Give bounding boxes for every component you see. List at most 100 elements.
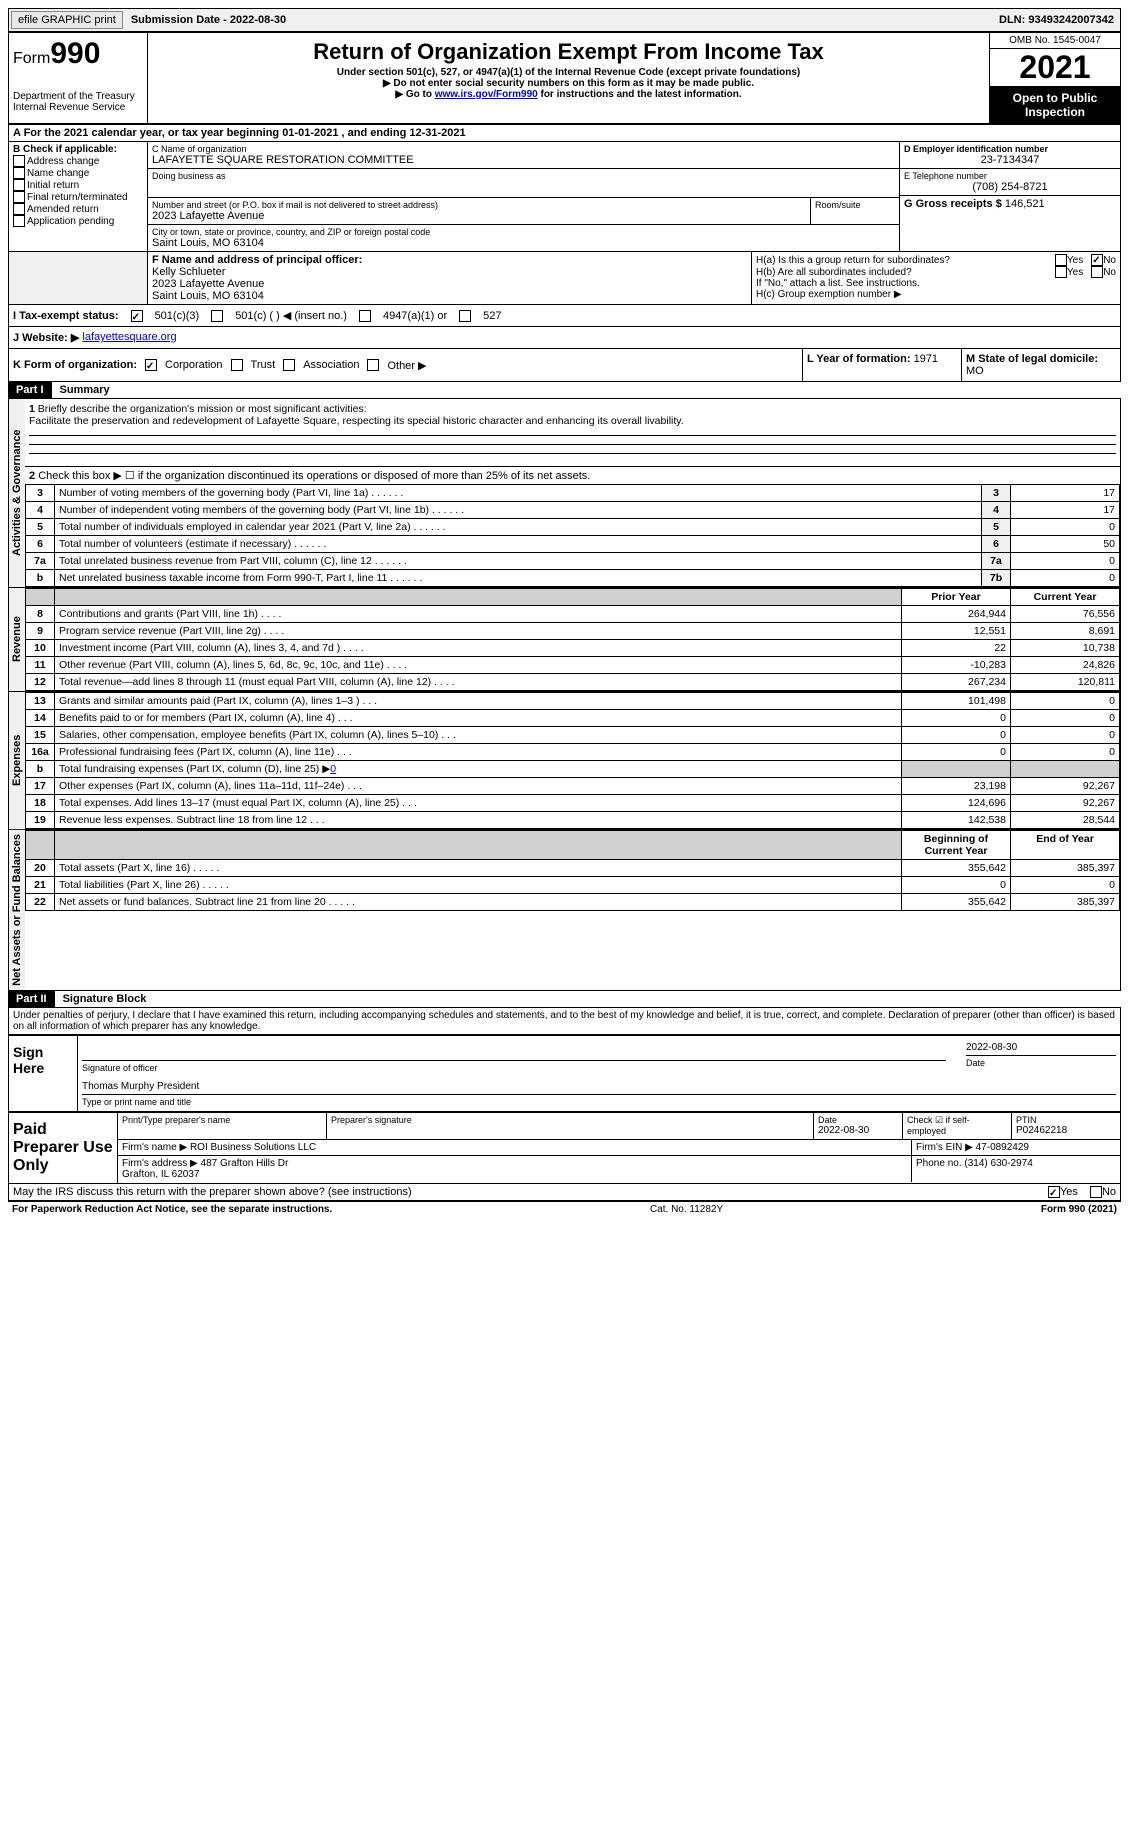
paid-preparer-block: Paid Preparer Use Only Print/Type prepar… xyxy=(8,1112,1121,1184)
table-netassets: Beginning of Current YearEnd of Year20To… xyxy=(25,830,1120,911)
name-title-label: Type or print name and title xyxy=(82,1097,1116,1107)
part1-header: Part I Summary xyxy=(8,382,1121,398)
table-row: 5Total number of individuals employed in… xyxy=(26,519,1120,536)
chk-corp[interactable] xyxy=(145,359,157,371)
street-label: Number and street (or P.O. box if mail i… xyxy=(152,200,806,210)
hb-no[interactable] xyxy=(1091,266,1103,278)
discuss-question: May the IRS discuss this return with the… xyxy=(13,1186,1048,1198)
c-name-label: C Name of organization xyxy=(152,144,895,154)
table-row: 11Other revenue (Part VIII, column (A), … xyxy=(26,657,1120,674)
sign-block: Sign Here Signature of officer 2022-08-3… xyxy=(8,1035,1121,1112)
firm-phone: (314) 630-2974 xyxy=(964,1158,1032,1169)
chk-address[interactable]: Address change xyxy=(13,155,143,167)
row-klm: K Form of organization: Corporation Trus… xyxy=(8,349,1121,382)
officer-name: Kelly Schlueter xyxy=(152,266,747,278)
col-h: H(a) Is this a group return for subordin… xyxy=(752,252,1120,304)
chk-amended[interactable]: Amended return xyxy=(13,203,143,215)
street: 2023 Lafayette Avenue xyxy=(152,210,806,222)
table-row: 4Number of independent voting members of… xyxy=(26,502,1120,519)
table-row: bNet unrelated business taxable income f… xyxy=(26,570,1120,587)
form-title: Return of Organization Exempt From Incom… xyxy=(152,39,985,65)
tax-year: 2021 xyxy=(990,49,1120,87)
part1-title: Summary xyxy=(52,382,1121,398)
chk-527[interactable] xyxy=(459,310,471,322)
chk-501c[interactable] xyxy=(211,310,223,322)
f-label: F Name and address of principal officer: xyxy=(152,254,747,266)
chk-pending[interactable]: Application pending xyxy=(13,215,143,227)
form-number: 990 xyxy=(50,37,100,70)
hb-yes[interactable] xyxy=(1055,266,1067,278)
chk-assoc[interactable] xyxy=(283,359,295,371)
chk-final[interactable]: Final return/terminated xyxy=(13,191,143,203)
chk-other[interactable] xyxy=(367,359,379,371)
ha-no[interactable] xyxy=(1091,254,1103,266)
i-label: I Tax-exempt status: xyxy=(13,310,119,322)
line1-label: Briefly describe the organization's miss… xyxy=(38,403,367,415)
part1-num: Part I xyxy=(8,382,52,398)
table-row: 7aTotal unrelated business revenue from … xyxy=(26,553,1120,570)
section-expenses: Expenses xyxy=(9,692,25,829)
firm-ein: 47-0892429 xyxy=(976,1142,1029,1153)
section-revenue: Revenue xyxy=(9,588,25,691)
pra-notice: For Paperwork Reduction Act Notice, see … xyxy=(12,1204,332,1215)
firm-name: ROI Business Solutions LLC xyxy=(190,1142,316,1153)
efile-print-button[interactable]: efile GRAPHIC print xyxy=(11,11,123,29)
row-a: A For the 2021 calendar year, or tax yea… xyxy=(8,124,1121,142)
city-label: City or town, state or province, country… xyxy=(152,227,895,237)
officer-city: Saint Louis, MO 63104 xyxy=(152,290,747,302)
d-label: D Employer identification number xyxy=(904,144,1116,154)
subtitle-3: ▶ Go to www.irs.gov/Form990 for instruct… xyxy=(152,89,985,100)
paid-label: Paid Preparer Use Only xyxy=(9,1113,118,1183)
irs-link[interactable]: www.irs.gov/Form990 xyxy=(435,89,538,100)
penalties-text: Under penalties of perjury, I declare th… xyxy=(8,1007,1121,1035)
discuss-yes[interactable] xyxy=(1048,1186,1060,1198)
discuss-no[interactable] xyxy=(1090,1186,1102,1198)
website-link[interactable]: lafayettesquare.org xyxy=(82,331,176,344)
chk-initial[interactable]: Initial return xyxy=(13,179,143,191)
table-governance: 3Number of voting members of the governi… xyxy=(25,484,1120,587)
table-row: 8Contributions and grants (Part VIII, li… xyxy=(26,606,1120,623)
chk-4947[interactable] xyxy=(359,310,371,322)
chk-501c3[interactable] xyxy=(131,310,143,322)
chk-trust[interactable] xyxy=(231,359,243,371)
line1-num: 1 xyxy=(29,403,35,415)
cat-no: Cat. No. 11282Y xyxy=(650,1204,723,1215)
dept-treasury: Department of the Treasury Internal Reve… xyxy=(13,91,143,113)
sign-here-label: Sign Here xyxy=(9,1036,78,1111)
ha-yes[interactable] xyxy=(1055,254,1067,266)
sig-date: 2022-08-30 xyxy=(966,1042,1116,1056)
ein: 23-7134347 xyxy=(904,154,1116,166)
section-netassets: Net Assets or Fund Balances xyxy=(9,830,25,990)
hc-label: H(c) Group exemption number ▶ xyxy=(756,289,1116,300)
dba-label: Doing business as xyxy=(152,171,895,181)
part2-num: Part II xyxy=(8,991,55,1007)
table-row: 20Total assets (Part X, line 16) . . . .… xyxy=(26,860,1120,877)
table-row: 9Program service revenue (Part VIII, lin… xyxy=(26,623,1120,640)
table-row: 22Net assets or fund balances. Subtract … xyxy=(26,894,1120,911)
part2-header: Part II Signature Block xyxy=(8,991,1121,1007)
submission-date: Submission Date - 2022-08-30 xyxy=(131,14,286,26)
title-block: Form990 Department of the Treasury Inter… xyxy=(8,32,1121,124)
omb-number: OMB No. 1545-0047 xyxy=(990,33,1120,49)
table-row: 15Salaries, other compensation, employee… xyxy=(26,727,1120,744)
officer-street: 2023 Lafayette Avenue xyxy=(152,278,747,290)
j-label: J Website: ▶ xyxy=(13,331,79,344)
table-row: 6Total number of volunteers (estimate if… xyxy=(26,536,1120,553)
hb-label: H(b) Are all subordinates included? xyxy=(756,267,1055,278)
gross-receipts: 146,521 xyxy=(1005,198,1045,210)
sig-officer-label: Signature of officer xyxy=(82,1063,946,1073)
part2-title: Signature Block xyxy=(55,991,1121,1007)
table-row: 10Investment income (Part VIII, column (… xyxy=(26,640,1120,657)
table-row: 12Total revenue—add lines 8 through 11 (… xyxy=(26,674,1120,691)
form-rev: Form 990 (2021) xyxy=(1041,1204,1117,1215)
table-row: 16aProfessional fundraising fees (Part I… xyxy=(26,744,1120,761)
subtitle-2: ▶ Do not enter social security numbers o… xyxy=(152,78,985,89)
efile-header: efile GRAPHIC print Submission Date - 20… xyxy=(8,8,1121,32)
section-activities: Activities & Governance xyxy=(9,399,25,587)
chk-name[interactable]: Name change xyxy=(13,167,143,179)
table-row: 14Benefits paid to or for members (Part … xyxy=(26,710,1120,727)
col-b: B Check if applicable: Address change Na… xyxy=(9,142,148,251)
footer: For Paperwork Reduction Act Notice, see … xyxy=(8,1201,1121,1217)
subtitle-1: Under section 501(c), 527, or 4947(a)(1)… xyxy=(152,67,985,78)
table-row: 19Revenue less expenses. Subtract line 1… xyxy=(26,812,1120,829)
